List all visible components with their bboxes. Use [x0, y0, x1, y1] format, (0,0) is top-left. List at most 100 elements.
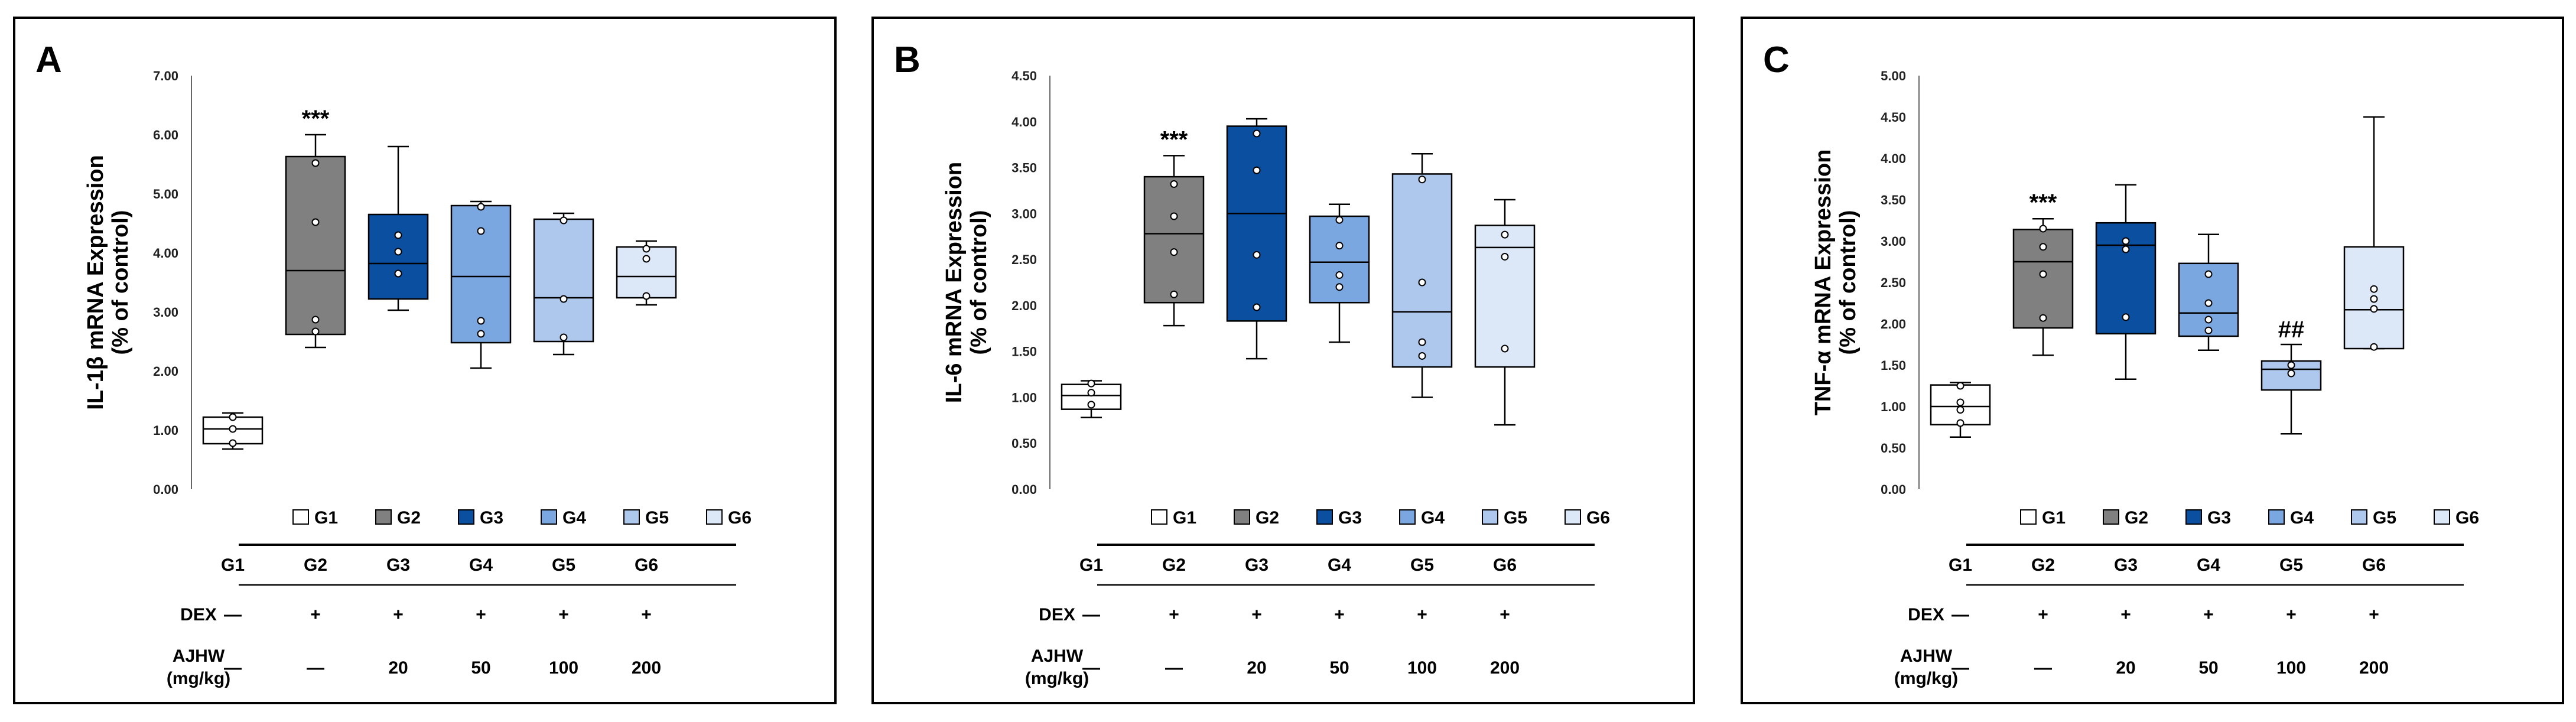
- table-row-label-dex: DEX: [180, 605, 217, 625]
- panel-letter: B: [894, 40, 921, 80]
- data-point: [2370, 295, 2378, 303]
- legend-swatch-g2: [375, 509, 392, 525]
- table-cell-dex: +: [2369, 605, 2379, 625]
- table-cell-dex: +: [310, 605, 321, 625]
- y-tick-label: 0.50: [1011, 436, 1037, 451]
- panel-c: C TNF-α mRNA Expression (% of control) 0.00…: [1741, 17, 2564, 704]
- y-tick-label: 5.00: [1881, 69, 1906, 83]
- data-point: [1418, 278, 1426, 287]
- table-header-g2: G2: [2031, 555, 2055, 575]
- table-cell-dex: +: [2120, 605, 2131, 625]
- table-row-label-ajhw-unit: (mg/kg): [167, 669, 230, 688]
- table-header-g4: G4: [469, 555, 493, 575]
- legend-swatch-g5: [1482, 509, 1498, 525]
- legend-swatch-g6: [2434, 509, 2450, 525]
- data-point: [394, 269, 402, 278]
- panel-a: A IL-1β mRNA Expression (% of control) 0.00…: [13, 17, 837, 704]
- table-cell-ajhw: 50: [2198, 658, 2218, 678]
- panel-letter: A: [35, 40, 62, 80]
- y-tick-label: 4.00: [1011, 115, 1037, 129]
- table-cell-ajhw: —: [2034, 658, 2052, 678]
- legend-swatch-g5: [2351, 509, 2367, 525]
- table-header-g6: G6: [635, 555, 658, 575]
- table-row-label-ajhw: AJHW: [1900, 646, 1953, 666]
- box-g2: [1143, 175, 1205, 304]
- y-tick-label: 0.00: [1881, 482, 1906, 497]
- data-point: [1253, 251, 1261, 259]
- data-point: [560, 295, 568, 303]
- data-point: [2122, 245, 2130, 253]
- table-cell-dex: +: [1500, 605, 1510, 625]
- table-row-label-dex: DEX: [1039, 605, 1075, 625]
- table-cell-dex: +: [2038, 605, 2048, 625]
- y-tick-label: 1.50: [1881, 358, 1906, 373]
- data-point: [2039, 270, 2047, 278]
- table-cell-ajhw: 20: [2116, 658, 2135, 678]
- table-header-g5: G5: [2279, 555, 2303, 575]
- table-cell-dex: +: [393, 605, 404, 625]
- y-tick-label: 3.00: [153, 305, 178, 320]
- legend-label-g1: G1: [314, 508, 338, 528]
- panel-frame: [871, 17, 1695, 704]
- data-point: [2370, 285, 2378, 293]
- y-tick-label: 2.00: [153, 364, 178, 379]
- data-point: [2204, 326, 2213, 334]
- data-point: [1956, 382, 1964, 390]
- legend-swatch-g2: [2103, 509, 2119, 525]
- legend-swatch-g4: [541, 509, 557, 525]
- box-g2: [285, 155, 346, 336]
- y-tick-label: 4.50: [1011, 69, 1037, 83]
- table-header-g4: G4: [1328, 555, 1351, 575]
- data-point: [477, 227, 485, 235]
- legend-label-g2: G2: [2125, 508, 2148, 528]
- y-tick-label: 3.50: [1881, 193, 1906, 207]
- panel-letter: C: [1763, 40, 1790, 80]
- table-cell-dex: —: [1951, 605, 1969, 625]
- data-point: [1170, 180, 1178, 188]
- data-point: [1501, 230, 1509, 239]
- table-row-label-dex: DEX: [1908, 605, 1944, 625]
- legend-swatch-g3: [458, 509, 474, 525]
- y-tick-label: 1.50: [1011, 344, 1037, 359]
- table-cell-ajhw: 200: [632, 658, 661, 678]
- data-point: [1087, 389, 1095, 397]
- legend-swatch-g3: [1316, 509, 1333, 525]
- data-point: [1501, 252, 1509, 261]
- data-point: [1956, 398, 1964, 406]
- data-point: [394, 231, 402, 239]
- box-g5: [1391, 173, 1453, 368]
- significance-label: ***: [2029, 190, 2057, 216]
- table-cell-dex: —: [1082, 605, 1100, 625]
- table-row-label-ajhw-unit: (mg/kg): [1025, 669, 1089, 688]
- data-point: [1335, 242, 1344, 250]
- legend-label-g4: G4: [562, 508, 586, 528]
- panel-frame: [1741, 17, 2564, 704]
- table-header-g2: G2: [304, 555, 327, 575]
- legend-swatch-g4: [1399, 509, 1416, 525]
- legend-swatch-g6: [706, 509, 723, 525]
- legend-label-g6: G6: [1586, 508, 1610, 528]
- table-cell-ajhw: 50: [1329, 658, 1349, 678]
- y-tick-label: 3.50: [1011, 161, 1037, 175]
- data-point: [477, 317, 485, 325]
- box-g3: [367, 213, 429, 300]
- data-point: [1170, 290, 1178, 298]
- data-point: [1253, 166, 1261, 174]
- data-point: [2204, 316, 2213, 324]
- data-point: [394, 248, 402, 256]
- data-point: [477, 203, 485, 211]
- data-point: [2287, 361, 2295, 369]
- data-point: [1501, 344, 1509, 353]
- y-tick-label: 7.00: [153, 69, 178, 83]
- significance-label: ##: [2278, 317, 2305, 343]
- y-tick-label: 0.00: [153, 482, 178, 497]
- data-point: [2039, 314, 2047, 322]
- table-cell-ajhw: —: [224, 658, 242, 678]
- data-point: [2204, 299, 2213, 307]
- legend-label-g4: G4: [1421, 508, 1445, 528]
- table-header-g3: G3: [1245, 555, 1269, 575]
- table-header-g6: G6: [2362, 555, 2386, 575]
- y-tick-label: 3.00: [1011, 206, 1037, 221]
- table-cell-dex: +: [1334, 605, 1345, 625]
- legend-swatch-g1: [1151, 509, 1167, 525]
